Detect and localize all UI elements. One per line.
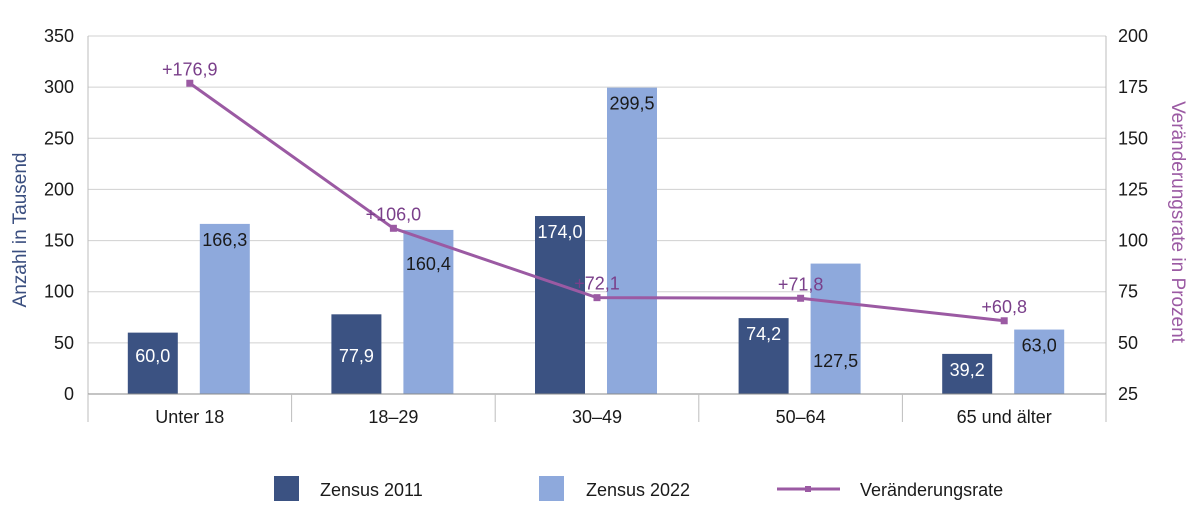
- y-tick-label-right: 100: [1118, 231, 1148, 251]
- y-tick-label-left: 150: [44, 231, 74, 251]
- y-tick-label-right: 125: [1118, 179, 1148, 199]
- y-tick-label-left: 250: [44, 128, 74, 148]
- marker-veraenderungsrate: [186, 79, 194, 87]
- bar-label-zensus-2022: 127,5: [813, 351, 858, 371]
- bar-label-zensus-2011: 60,0: [135, 346, 170, 366]
- bar-label-zensus-2011: 174,0: [537, 222, 582, 242]
- axes-layer: 0 50 100 150 200 250 300 350 25 50 75 100 125 150 175 2…: [44, 26, 1148, 427]
- x-tick-label: Unter 18: [155, 407, 224, 427]
- grid-layer: [88, 35, 1106, 344]
- bar-label-zensus-2022: 166,3: [202, 230, 247, 250]
- marker-veraenderungsrate: [797, 294, 805, 302]
- y-tick-label-left: 350: [44, 26, 74, 46]
- legend-label-zensus-2022: Zensus 2022: [586, 480, 690, 500]
- line-layer: [186, 79, 1008, 325]
- bar-zensus-2022: [607, 87, 657, 394]
- labels-layer: 60,0 77,9 174,0 74,2 39,2 166,3 160,4 299,5 127,…: [135, 59, 1056, 380]
- rate-label: +71,8: [778, 274, 824, 294]
- x-tick-label: 18–29: [368, 407, 418, 427]
- marker-veraenderungsrate: [389, 224, 397, 232]
- rate-label: +176,9: [162, 59, 218, 79]
- y-tick-label-left: 300: [44, 77, 74, 97]
- marker-veraenderungsrate: [593, 294, 601, 302]
- legend: Zensus 2011 Zensus 2022 Veränderungsrate: [274, 476, 1003, 501]
- bar-zensus-2022: [1014, 329, 1065, 394]
- bar-label-zensus-2011: 39,2: [950, 360, 985, 380]
- bar-zensus-2011: [127, 332, 178, 394]
- bar-zensus-2022: [810, 263, 861, 394]
- bar-label-zensus-2022: 63,0: [1022, 336, 1057, 356]
- x-tick-label: 65 und älter: [957, 407, 1052, 427]
- bar-zensus-2011: [738, 318, 789, 394]
- bar-zensus-2011: [942, 353, 993, 394]
- bar-label-zensus-2022: 160,4: [406, 254, 451, 274]
- rate-label: +72,1: [574, 274, 620, 294]
- y-tick-label-left: 0: [64, 384, 74, 404]
- legend-label-veraenderungsrate: Veränderungsrate: [860, 480, 1003, 500]
- y-tick-label-right: 175: [1118, 77, 1148, 97]
- bar-zensus-2022: [403, 229, 454, 394]
- y-axis-title-left: Anzahl in Tausend: [10, 153, 31, 308]
- bar-zensus-2022: [199, 223, 250, 394]
- bar-label-zensus-2011: 74,2: [746, 324, 781, 344]
- rate-label: +60,8: [981, 297, 1027, 317]
- marker-veraenderungsrate: [1000, 317, 1008, 325]
- y-tick-label-right: 50: [1118, 333, 1138, 353]
- bar-zensus-2011: [331, 314, 382, 394]
- y-tick-label-left: 200: [44, 179, 74, 199]
- x-tick-label: 50–64: [776, 407, 826, 427]
- bar-label-zensus-2011: 77,9: [339, 346, 374, 366]
- rate-label: +106,0: [366, 204, 422, 224]
- legend-label-zensus-2011: Zensus 2011: [320, 480, 423, 500]
- x-tick-label: 30–49: [572, 407, 622, 427]
- legend-swatch-zensus-2022: [539, 476, 564, 501]
- y-tick-label-right: 150: [1118, 128, 1148, 148]
- bar-zensus-2011: [535, 216, 585, 394]
- y-tick-label-right: 200: [1118, 26, 1148, 46]
- y-tick-label-left: 50: [54, 333, 74, 353]
- bars-layer: [127, 87, 1065, 394]
- y-axis-title-right: Veränderungsrate in Prozent: [1167, 101, 1188, 344]
- legend-marker-veraenderungsrate: [805, 486, 811, 492]
- legend-swatch-zensus-2011: [274, 476, 299, 501]
- y-tick-label-right: 75: [1118, 282, 1138, 302]
- y-tick-label-right: 25: [1118, 384, 1138, 404]
- y-tick-label-left: 100: [44, 282, 74, 302]
- bar-label-zensus-2022: 299,5: [609, 94, 654, 114]
